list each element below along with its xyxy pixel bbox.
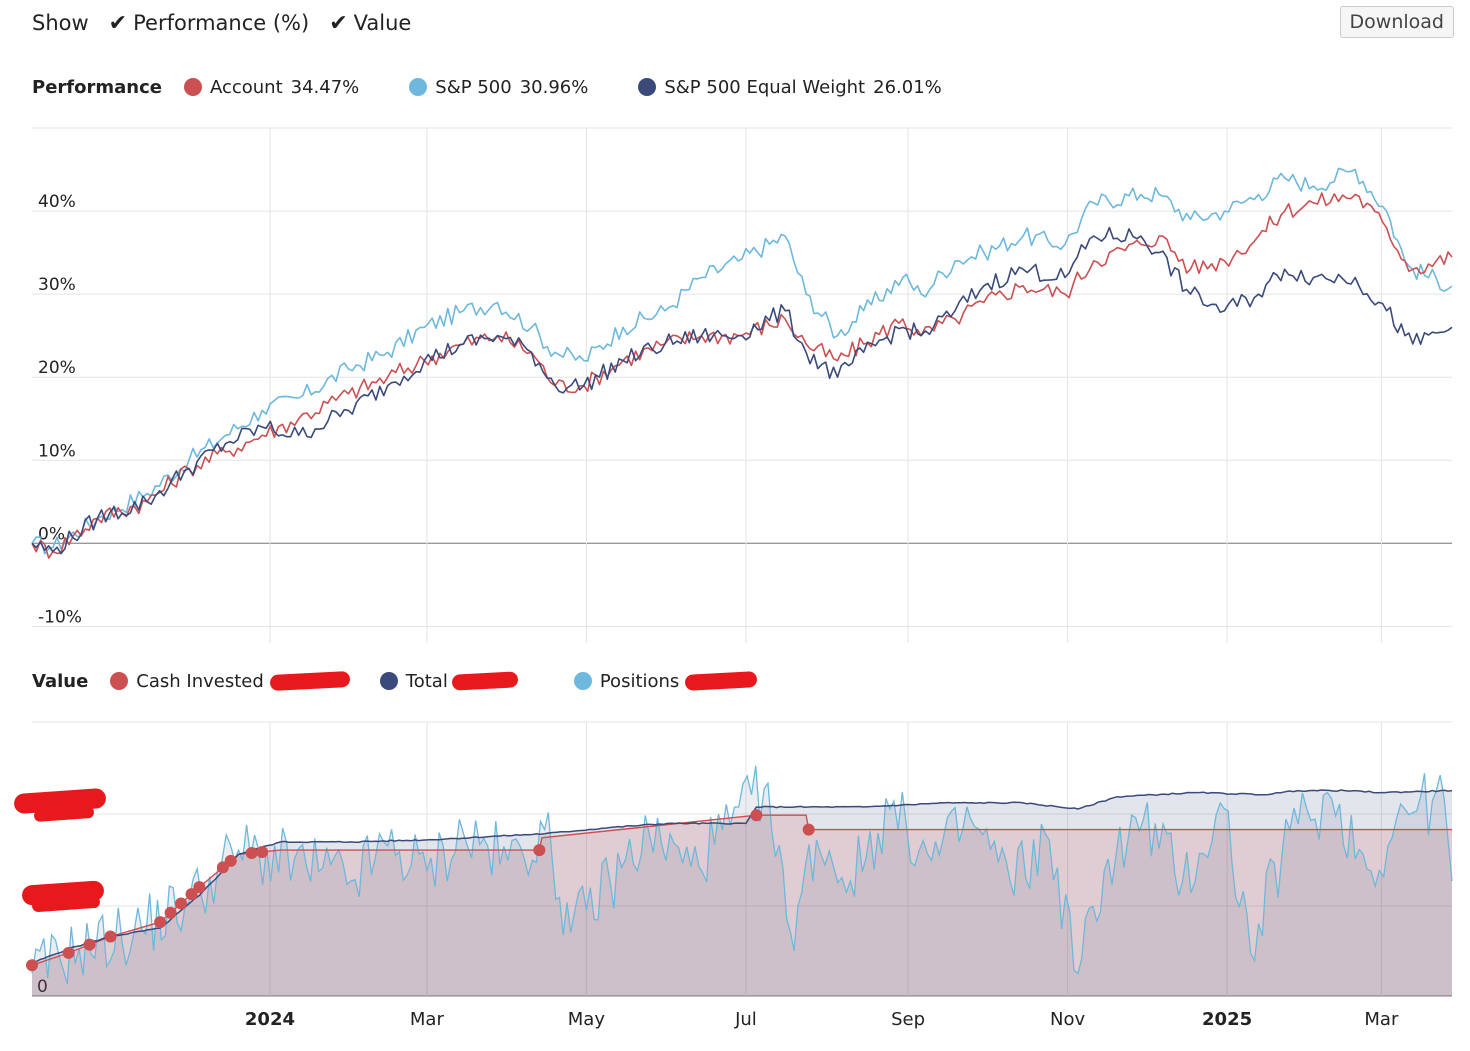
cash-invested-marker [62,946,75,959]
redaction-mark [684,671,758,691]
legend-item-total[interactable]: Total [379,670,519,692]
performance-legend-title: Performance [32,76,162,98]
legend-value: 34.47% [290,76,360,98]
x-tick-label: Sep [891,1009,925,1030]
toggle-performance-label: Performance (%) [133,11,310,35]
redaction-mark [451,671,519,691]
show-label: Show [32,11,89,35]
cash-invested-marker [26,959,38,972]
legend-dot-icon [379,672,398,690]
performance-legend: Performance Account 34.47% S&P 500 30.96… [32,73,992,101]
series-line-account [31,192,1453,559]
x-tick-label: 2025 [1202,1009,1252,1030]
cash-invested-marker [802,823,815,836]
x-tick-label: 2024 [245,1009,295,1030]
x-tick-label: May [568,1009,606,1030]
cash-invested-marker [216,861,229,874]
cash-invested-marker [193,881,206,894]
legend-value: 30.96% [519,76,589,98]
value-legend-title: Value [32,670,89,692]
series-line-s-p-500-equal-weight [31,226,1453,555]
series-line-cash-invested [31,814,1452,966]
cash-invested-marker [256,845,269,858]
y-tick-label: 0 [37,977,48,997]
check-icon: ✔ [108,10,128,36]
legend-item-account[interactable]: Account 34.47% [183,76,360,98]
legend-dot-icon [573,672,592,690]
legend-item-cash-invested[interactable]: Cash Invested [110,670,351,692]
total-area [32,790,1452,996]
legend-dot-icon [183,78,202,96]
legend-item-sp500-equal-weight[interactable]: S&P 500 Equal Weight 26.01% [638,76,942,98]
legend-name: Positions [599,670,680,692]
legend-item-positions[interactable]: Positions [573,670,758,692]
legend-value: 26.01% [873,76,942,98]
x-tick-label: Jul [734,1009,757,1030]
y-tick-label: 20% [38,358,76,378]
toggle-performance[interactable]: ✔ Performance (%) [109,11,310,36]
cash-invested-marker [185,888,198,901]
legend-name: Cash Invested [136,670,264,692]
cash-invested-marker [533,844,546,857]
x-tick-label: Mar [1364,1009,1399,1030]
series-line-positions [31,765,1453,984]
y-tick-label: 0% [38,524,65,544]
redaction-mark [269,670,351,692]
cash-invested-marker [83,938,96,951]
cash-invested-area [32,815,1452,996]
series-line-s-p-500 [31,167,1453,555]
y-tick-label: 30% [38,275,76,295]
legend-name: Total [405,670,448,692]
y-tick-label: 40% [38,192,76,212]
y-tick-label: -10% [38,607,82,627]
legend-name: S&P 500 [435,76,512,98]
x-tick-label: Mar [410,1009,445,1030]
series-line-total [31,789,1453,964]
legend-dot-icon [409,78,428,96]
value-legend: Value Cash Invested Total Positions [32,667,807,695]
positions-area [32,765,1452,996]
legend-dot-icon [110,672,129,690]
legend-name: Account [209,76,283,98]
legend-item-sp500[interactable]: S&P 500 30.96% [409,77,588,98]
x-tick-label: Nov [1050,1009,1085,1030]
legend-dot-icon [638,78,657,96]
cash-invested-marker [154,916,167,929]
y-tick-label: 10% [38,441,76,461]
cash-invested-marker [175,897,188,910]
cash-invested-marker [245,846,258,859]
download-button[interactable]: Download [1339,6,1454,38]
cash-invested-marker [224,854,237,867]
cash-invested-marker [164,906,177,919]
cash-invested-marker [104,930,117,943]
check-icon: ✔ [329,10,348,36]
toggle-value[interactable]: ✔ Value [329,11,411,36]
toolbar: Show ✔ Performance (%) ✔ Value [32,6,431,40]
legend-name: S&P 500 Equal Weight [664,76,866,98]
cash-invested-marker [750,809,763,822]
toggle-value-label: Value [353,11,412,35]
